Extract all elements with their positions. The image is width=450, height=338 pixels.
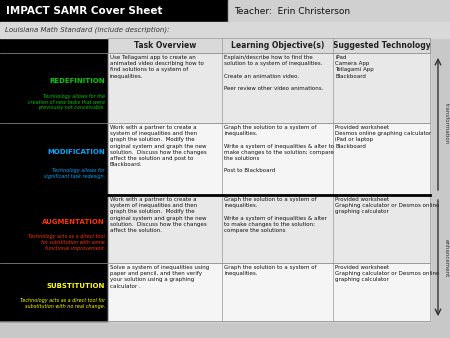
Text: Graph the solution to a system of
inequalities.

Write a system of inequalities : Graph the solution to a system of inequa… [224,197,327,233]
Text: Teacher:  Erin Christerson: Teacher: Erin Christerson [234,6,350,16]
Text: Suggested Technology: Suggested Technology [333,41,431,50]
Text: Louisiana Math Standard (include description):: Louisiana Math Standard (include descrip… [5,27,170,33]
Text: SUBSTITUTION: SUBSTITUTION [47,283,105,289]
Text: transformation: transformation [444,103,449,145]
Bar [108,195,430,263]
Bar [430,38,450,321]
Bar [108,263,430,321]
Bar [108,123,430,195]
Bar [108,263,430,321]
Text: Technology allows for the
creation of new tasks that were
previously not conceiv: Technology allows for the creation of ne… [28,94,105,110]
Bar [228,0,450,22]
Bar [0,22,450,38]
Text: Graph the solution to a system of
inequalities.: Graph the solution to a system of inequa… [224,265,317,276]
Text: enhancement: enhancement [444,239,449,277]
Text: Explain/describe how to find the
solution to a system of inequalities.

Create a: Explain/describe how to find the solutio… [224,55,324,91]
Text: Technology acts as a direct tool for
substitution with no real change.: Technology acts as a direct tool for sub… [20,298,105,309]
Text: Learning Objective(s): Learning Objective(s) [231,41,324,50]
Bar [0,0,228,22]
Bar [108,53,430,123]
Bar [0,38,108,321]
Text: Work with a partner to create a
system of inequalities and then
graph the soluti: Work with a partner to create a system o… [110,197,207,233]
Text: Provided worksheet
Desmos online graphing calculator
iPad or laptop
Blackboard: Provided worksheet Desmos online graphin… [335,125,432,149]
Text: Provided worksheet
Graphing calculator or Desmos online
graphing calculator: Provided worksheet Graphing calculator o… [335,197,440,214]
Text: REDEFINITION: REDEFINITION [50,78,105,84]
Bar [108,123,430,195]
Text: Technology acts as a direct tool
for substitution with some
functional improveme: Technology acts as a direct tool for sub… [28,234,105,251]
Text: Solve a system of inequalities using
paper and pencil, and then verify
your solu: Solve a system of inequalities using pap… [110,265,209,289]
Text: AUGMENTATION: AUGMENTATION [42,219,105,225]
Bar [108,38,430,53]
Text: IMPACT SAMR Cover Sheet: IMPACT SAMR Cover Sheet [6,6,162,16]
Text: MODIFICATION: MODIFICATION [47,149,105,155]
Bar [108,195,430,263]
Text: Task Overview: Task Overview [134,41,196,50]
Text: Technology allows for
significant task redesign.: Technology allows for significant task r… [44,168,105,179]
Text: iPad
Camera App
Tellagami App
Blackboard: iPad Camera App Tellagami App Blackboard [335,55,374,79]
Text: Graph the solution to a system of
inequalities.

Write a system of inequalities : Graph the solution to a system of inequa… [224,125,334,173]
Text: Use Tellagami app to create an
animated video describing how to
find solutions t: Use Tellagami app to create an animated … [110,55,204,79]
Bar [108,53,430,123]
Text: Provided worksheet
Graphing calculator or Desmos online
graphing calculator: Provided worksheet Graphing calculator o… [335,265,440,283]
Text: Work with a partner to create a
system of inequalities and then
graph the soluti: Work with a partner to create a system o… [110,125,207,167]
